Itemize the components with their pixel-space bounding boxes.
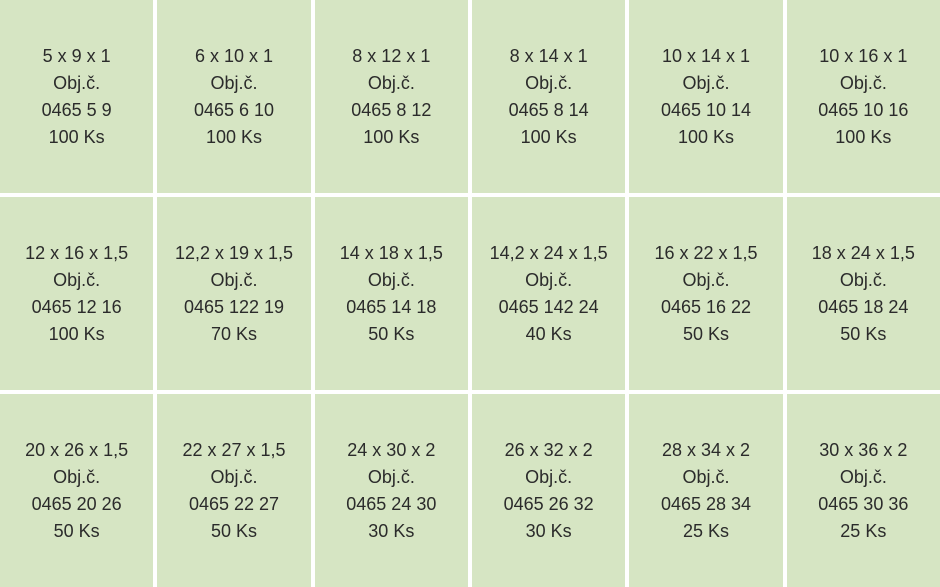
product-size: 26 x 32 x 2 <box>505 437 593 464</box>
product-code: 0465 24 30 <box>346 491 436 518</box>
product-cell: 10 x 14 x 1Obj.č.0465 10 14100 Ks <box>629 0 782 193</box>
product-code: 0465 22 27 <box>189 491 279 518</box>
product-size: 30 x 36 x 2 <box>819 437 907 464</box>
product-cell: 22 x 27 x 1,5Obj.č.0465 22 2750 Ks <box>157 394 310 587</box>
product-quantity: 100 Ks <box>835 124 891 151</box>
field-label: Obj.č. <box>840 464 887 491</box>
product-cell: 20 x 26 x 1,5Obj.č.0465 20 2650 Ks <box>0 394 153 587</box>
field-label: Obj.č. <box>368 464 415 491</box>
product-quantity: 100 Ks <box>49 124 105 151</box>
field-label: Obj.č. <box>682 267 729 294</box>
product-code: 0465 8 14 <box>509 97 589 124</box>
product-quantity: 50 Ks <box>211 518 257 545</box>
field-label: Obj.č. <box>525 267 572 294</box>
product-cell: 5 x 9 x 1Obj.č.0465 5 9100 Ks <box>0 0 153 193</box>
product-quantity: 30 Ks <box>368 518 414 545</box>
product-code: 0465 12 16 <box>32 294 122 321</box>
product-quantity: 50 Ks <box>54 518 100 545</box>
product-code: 0465 8 12 <box>351 97 431 124</box>
field-label: Obj.č. <box>368 267 415 294</box>
product-quantity: 100 Ks <box>206 124 262 151</box>
field-label: Obj.č. <box>682 464 729 491</box>
product-quantity: 100 Ks <box>363 124 419 151</box>
product-quantity: 50 Ks <box>368 321 414 348</box>
product-cell: 26 x 32 x 2Obj.č.0465 26 3230 Ks <box>472 394 625 587</box>
product-size: 22 x 27 x 1,5 <box>182 437 285 464</box>
product-size: 10 x 16 x 1 <box>819 43 907 70</box>
product-size: 24 x 30 x 2 <box>347 437 435 464</box>
product-cell: 8 x 12 x 1Obj.č.0465 8 12100 Ks <box>315 0 468 193</box>
product-code: 0465 5 9 <box>42 97 112 124</box>
product-size: 8 x 12 x 1 <box>352 43 430 70</box>
product-quantity: 100 Ks <box>49 321 105 348</box>
product-size: 8 x 14 x 1 <box>510 43 588 70</box>
product-cell: 12 x 16 x 1,5Obj.č.0465 12 16100 Ks <box>0 197 153 390</box>
product-cell: 24 x 30 x 2Obj.č.0465 24 3030 Ks <box>315 394 468 587</box>
product-quantity: 50 Ks <box>840 321 886 348</box>
product-size: 18 x 24 x 1,5 <box>812 240 915 267</box>
product-size: 14 x 18 x 1,5 <box>340 240 443 267</box>
product-quantity: 50 Ks <box>683 321 729 348</box>
product-code: 0465 26 32 <box>504 491 594 518</box>
product-code: 0465 122 19 <box>184 294 284 321</box>
product-code: 0465 142 24 <box>499 294 599 321</box>
product-cell: 18 x 24 x 1,5Obj.č.0465 18 2450 Ks <box>787 197 940 390</box>
field-label: Obj.č. <box>525 70 572 97</box>
product-cell: 12,2 x 19 x 1,5Obj.č.0465 122 1970 Ks <box>157 197 310 390</box>
field-label: Obj.č. <box>53 464 100 491</box>
product-quantity: 40 Ks <box>526 321 572 348</box>
product-code: 0465 18 24 <box>818 294 908 321</box>
field-label: Obj.č. <box>210 267 257 294</box>
product-code: 0465 28 34 <box>661 491 751 518</box>
product-quantity: 100 Ks <box>678 124 734 151</box>
product-cell: 14,2 x 24 x 1,5Obj.č.0465 142 2440 Ks <box>472 197 625 390</box>
field-label: Obj.č. <box>210 464 257 491</box>
product-size: 12,2 x 19 x 1,5 <box>175 240 293 267</box>
field-label: Obj.č. <box>210 70 257 97</box>
field-label: Obj.č. <box>840 70 887 97</box>
product-size: 5 x 9 x 1 <box>43 43 111 70</box>
field-label: Obj.č. <box>840 267 887 294</box>
product-size: 16 x 22 x 1,5 <box>654 240 757 267</box>
product-cell: 6 x 10 x 1Obj.č.0465 6 10100 Ks <box>157 0 310 193</box>
product-code: 0465 20 26 <box>32 491 122 518</box>
product-cell: 8 x 14 x 1Obj.č.0465 8 14100 Ks <box>472 0 625 193</box>
product-quantity: 25 Ks <box>840 518 886 545</box>
field-label: Obj.č. <box>53 267 100 294</box>
product-code: 0465 14 18 <box>346 294 436 321</box>
field-label: Obj.č. <box>525 464 572 491</box>
product-quantity: 30 Ks <box>526 518 572 545</box>
product-cell: 16 x 22 x 1,5Obj.č.0465 16 2250 Ks <box>629 197 782 390</box>
product-cell: 14 x 18 x 1,5Obj.č.0465 14 1850 Ks <box>315 197 468 390</box>
field-label: Obj.č. <box>682 70 729 97</box>
field-label: Obj.č. <box>53 70 100 97</box>
field-label: Obj.č. <box>368 70 415 97</box>
product-quantity: 70 Ks <box>211 321 257 348</box>
product-quantity: 25 Ks <box>683 518 729 545</box>
product-size: 6 x 10 x 1 <box>195 43 273 70</box>
product-cell: 30 x 36 x 2Obj.č.0465 30 3625 Ks <box>787 394 940 587</box>
product-cell: 28 x 34 x 2Obj.č.0465 28 3425 Ks <box>629 394 782 587</box>
product-quantity: 100 Ks <box>521 124 577 151</box>
product-code: 0465 30 36 <box>818 491 908 518</box>
product-code: 0465 16 22 <box>661 294 751 321</box>
product-cell: 10 x 16 x 1Obj.č.0465 10 16100 Ks <box>787 0 940 193</box>
product-size: 12 x 16 x 1,5 <box>25 240 128 267</box>
product-size: 20 x 26 x 1,5 <box>25 437 128 464</box>
product-code: 0465 10 14 <box>661 97 751 124</box>
product-size: 14,2 x 24 x 1,5 <box>490 240 608 267</box>
product-size: 28 x 34 x 2 <box>662 437 750 464</box>
product-code: 0465 6 10 <box>194 97 274 124</box>
product-code: 0465 10 16 <box>818 97 908 124</box>
product-size: 10 x 14 x 1 <box>662 43 750 70</box>
product-grid: 5 x 9 x 1Obj.č.0465 5 9100 Ks6 x 10 x 1O… <box>0 0 940 587</box>
